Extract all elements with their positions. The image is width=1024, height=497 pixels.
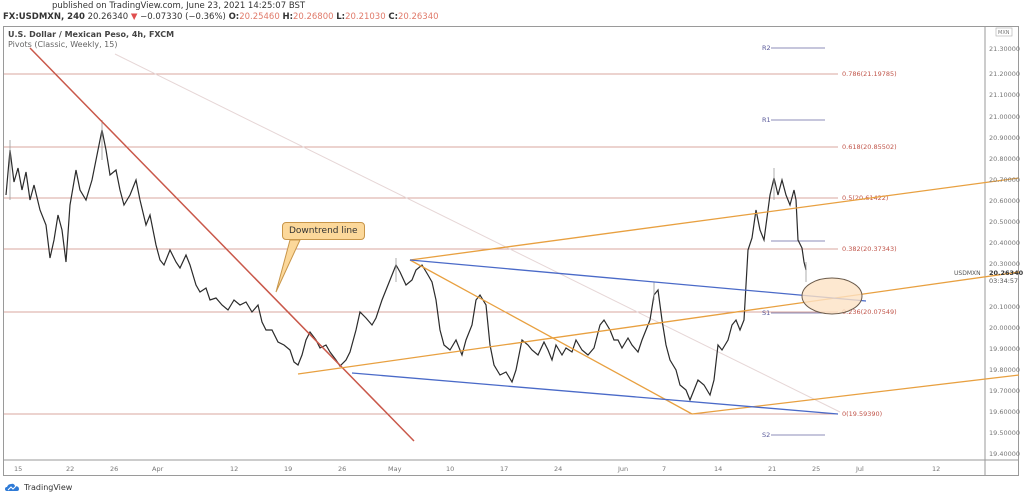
- downtrend-callout[interactable]: Downtrend line: [282, 222, 365, 240]
- svg-text:21: 21: [768, 465, 776, 473]
- current-price: 20.26340: [989, 269, 1024, 277]
- symbol: FX:USDMXN, 240: [3, 12, 85, 22]
- current-symbol: USDMXN: [954, 270, 981, 277]
- fib-levels: [4, 73, 838, 415]
- published-info: published on TradingView.com, June 23, 2…: [52, 1, 306, 11]
- svg-text:May: May: [388, 465, 402, 473]
- svg-text:0.786(21.19785): 0.786(21.19785): [842, 70, 897, 78]
- chart-frame[interactable]: [3, 26, 1019, 476]
- svg-text:R1: R1: [762, 116, 771, 124]
- price-axis[interactable]: 21.30000 21.20000 21.10000 21.00000 20.9…: [989, 45, 1020, 458]
- open-value: 20.25460: [239, 12, 280, 22]
- orange-channel[interactable]: [297, 177, 1020, 415]
- tradingview-logo[interactable]: TradingView: [5, 482, 72, 492]
- svg-text:19.40000: 19.40000: [989, 450, 1020, 458]
- countdown: 03:34:57: [989, 277, 1018, 285]
- pivot-levels: [771, 47, 825, 436]
- currency-badge-text: MXN: [998, 30, 1010, 36]
- downtrend-line[interactable]: [29, 47, 415, 442]
- svg-text:R2: R2: [762, 44, 771, 52]
- callout-pointer: [275, 239, 301, 293]
- pivot-labels: R2 R1 S1 S2: [762, 44, 771, 439]
- svg-text:S2: S2: [762, 431, 770, 439]
- svg-text:Apr: Apr: [152, 465, 164, 473]
- svg-text:22: 22: [66, 465, 74, 473]
- svg-text:0(19.59390): 0(19.59390): [842, 410, 882, 418]
- highlight-ellipse[interactable]: [801, 277, 863, 315]
- svg-text:7: 7: [662, 465, 666, 473]
- currency-badge[interactable]: [995, 27, 1013, 37]
- candles: [5, 129, 807, 402]
- blue-channel[interactable]: [351, 259, 867, 415]
- svg-text:Jun: Jun: [617, 465, 628, 473]
- indicator-label[interactable]: Pivots (Classic, Weekly, 15): [8, 40, 118, 49]
- svg-text:24: 24: [554, 465, 562, 473]
- low-value: 20.21030: [345, 12, 386, 22]
- svg-text:20.10000: 20.10000: [989, 303, 1020, 311]
- svg-text:12: 12: [932, 465, 940, 473]
- svg-text:19.70000: 19.70000: [989, 387, 1020, 395]
- svg-text:0.5(20.61422): 0.5(20.61422): [842, 194, 888, 202]
- time-axis[interactable]: 15 22 26 Apr 12 19 26 May 10 17 24 Jun 7…: [14, 465, 940, 473]
- ticker-line: FX:USDMXN, 240 20.26340 ▼ −0.07330 (−0.3…: [3, 12, 439, 22]
- svg-text:0.382(20.37343): 0.382(20.37343): [842, 245, 897, 253]
- svg-text:20.50000: 20.50000: [989, 218, 1020, 226]
- svg-text:19.90000: 19.90000: [989, 345, 1020, 353]
- price-change: −0.07330 (−0.36%): [140, 12, 226, 22]
- close-value: 20.26340: [397, 12, 439, 22]
- svg-text:21.00000: 21.00000: [989, 113, 1020, 121]
- down-arrow-icon: ▼: [130, 12, 138, 22]
- svg-text:20.90000: 20.90000: [989, 134, 1020, 142]
- svg-text:26: 26: [338, 465, 346, 473]
- svg-text:12: 12: [230, 465, 238, 473]
- last-price: 20.26340: [87, 12, 129, 22]
- svg-text:20.30000: 20.30000: [989, 260, 1020, 268]
- svg-text:26: 26: [110, 465, 118, 473]
- svg-text:Jul: Jul: [855, 465, 864, 473]
- brand-name: TradingView: [24, 482, 73, 492]
- svg-text:14: 14: [714, 465, 722, 473]
- svg-text:20.40000: 20.40000: [989, 239, 1020, 247]
- fib-labels: 0.786(21.19785) 0.618(20.85502) 0.5(20.6…: [842, 70, 897, 418]
- svg-text:20.60000: 20.60000: [989, 197, 1020, 205]
- svg-text:19.80000: 19.80000: [989, 366, 1020, 374]
- svg-text:10: 10: [446, 465, 454, 473]
- svg-text:20.80000: 20.80000: [989, 155, 1020, 163]
- low-label: L:: [336, 12, 346, 22]
- close-label: C:: [388, 12, 398, 22]
- faint-trendline[interactable]: [114, 53, 841, 413]
- svg-text:21.30000: 21.30000: [989, 45, 1020, 53]
- svg-text:21.10000: 21.10000: [989, 91, 1020, 99]
- svg-text:25: 25: [812, 465, 820, 473]
- high-label: H:: [282, 12, 293, 22]
- svg-text:20.00000: 20.00000: [989, 324, 1020, 332]
- svg-text:19.50000: 19.50000: [989, 429, 1020, 437]
- chart-title: U.S. Dollar / Mexican Peso, 4h, FXCM: [8, 30, 175, 39]
- candle-wicks: [9, 120, 807, 300]
- svg-text:0.618(20.85502): 0.618(20.85502): [842, 143, 897, 151]
- svg-text:S1: S1: [762, 309, 770, 317]
- tradingview-cloud-icon: [5, 483, 19, 491]
- svg-text:21.20000: 21.20000: [989, 70, 1020, 78]
- svg-text:19: 19: [284, 465, 292, 473]
- svg-text:19.60000: 19.60000: [989, 408, 1020, 416]
- svg-text:20.70000: 20.70000: [989, 176, 1020, 184]
- svg-text:17: 17: [500, 465, 508, 473]
- high-value: 20.26800: [292, 12, 334, 22]
- open-label: O:: [228, 12, 240, 22]
- svg-text:15: 15: [14, 465, 22, 473]
- svg-text:0.236(20.07549): 0.236(20.07549): [842, 308, 897, 316]
